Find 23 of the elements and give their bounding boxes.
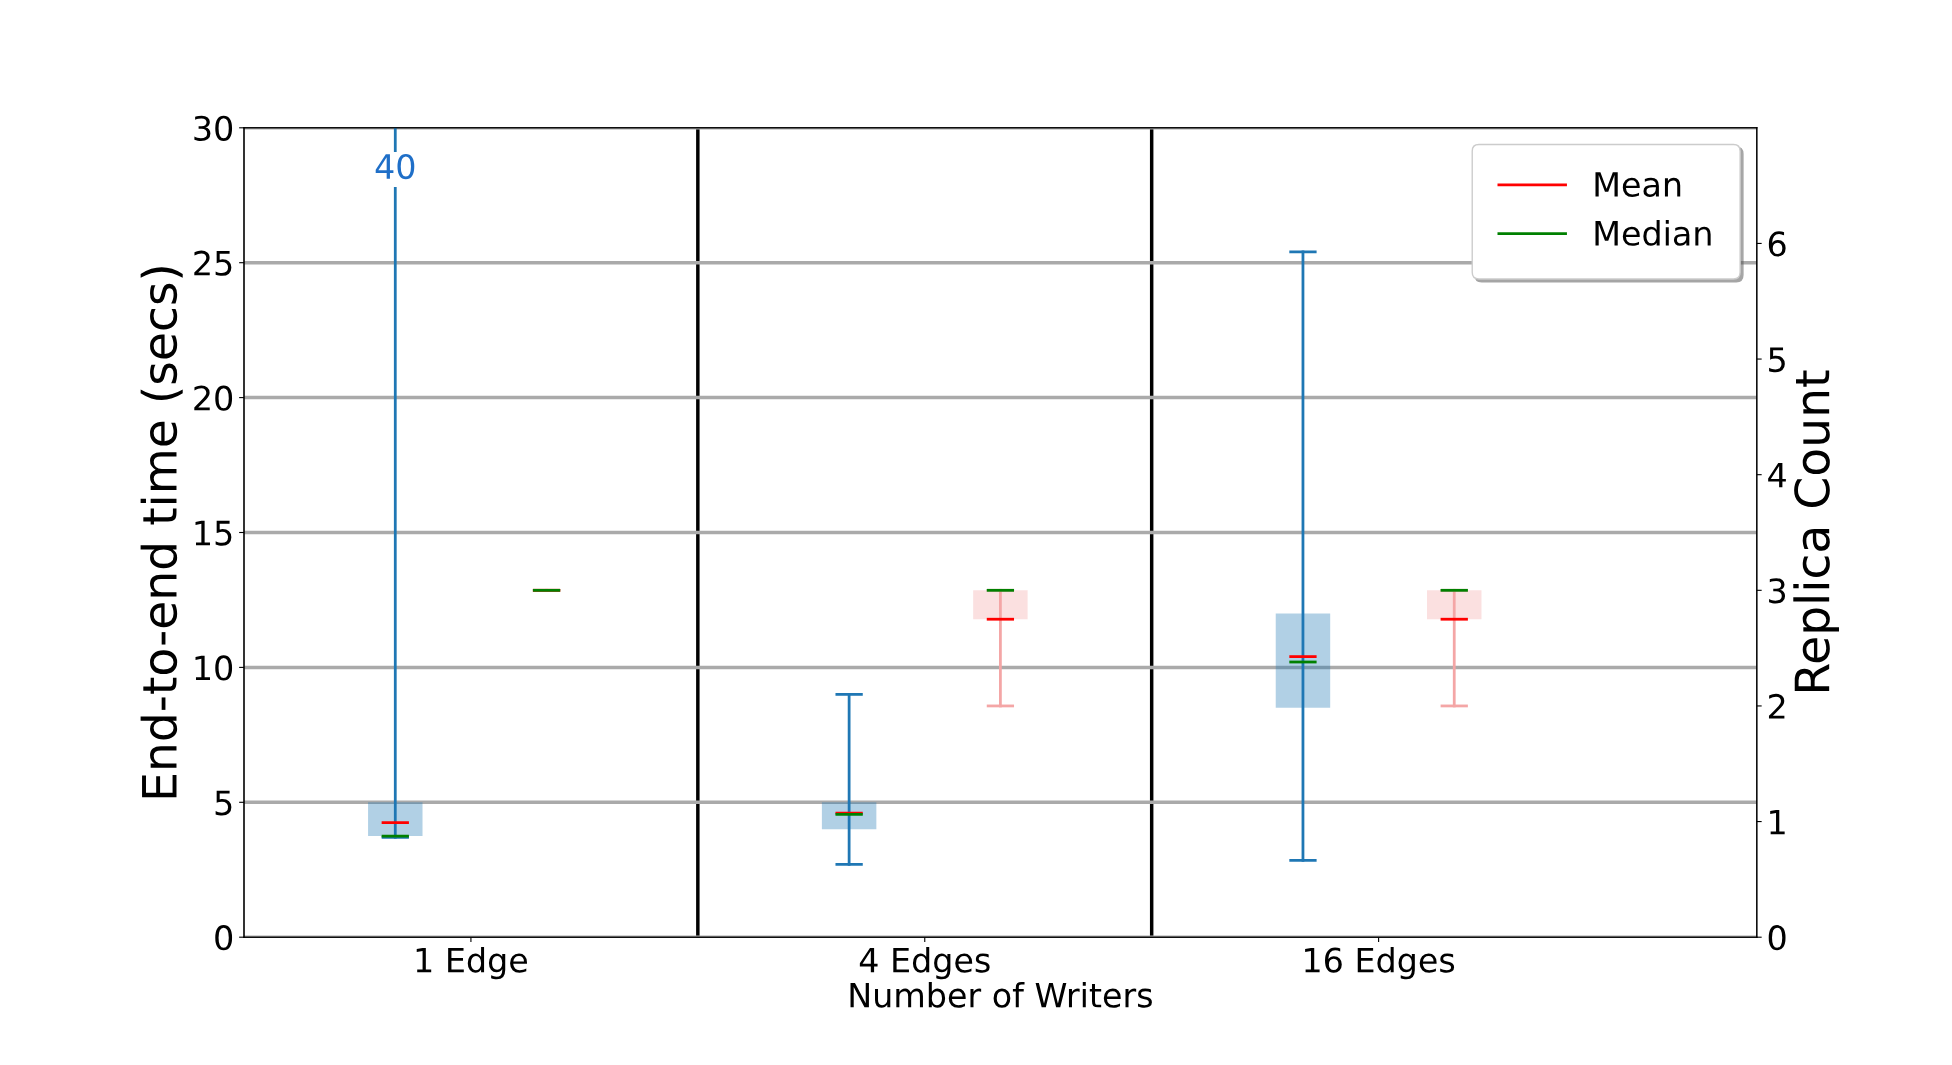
y2-tick-label: 2	[1768, 693, 1785, 719]
y-tick-label: 20	[194, 385, 233, 411]
y2-tick-label: 3	[1769, 578, 1786, 604]
y2-tick-label: 6	[1768, 231, 1786, 257]
y2-tick-label: 0	[1768, 925, 1786, 951]
y2-tick-label: 4	[1768, 463, 1786, 488]
y-axis-title: End-to-end time (secs)	[140, 267, 183, 798]
annotation: 40	[375, 153, 415, 180]
x-tick-label: 4 Edges	[859, 946, 990, 980]
y-tick-label: 0	[215, 925, 233, 951]
x-tick-label: 16 Edges	[1305, 946, 1455, 980]
y-tick-label: 15	[195, 520, 232, 546]
y2-axis-title: Replica Count	[1793, 370, 1839, 691]
legend-label: Mean	[1595, 172, 1681, 197]
y-tick-label: 5	[215, 790, 232, 816]
y-tick-label: 10	[195, 655, 233, 681]
y2-tick-label: 5	[1769, 347, 1785, 373]
x-tick-label: 1 Edge	[416, 946, 527, 980]
y2-tick-label: 1	[1770, 809, 1785, 835]
x-axis-title: Number of Writers	[850, 981, 1152, 1008]
y-tick-label: 30	[194, 115, 233, 141]
legend-label: Median	[1595, 220, 1711, 246]
y-tick-label: 25	[194, 250, 232, 276]
